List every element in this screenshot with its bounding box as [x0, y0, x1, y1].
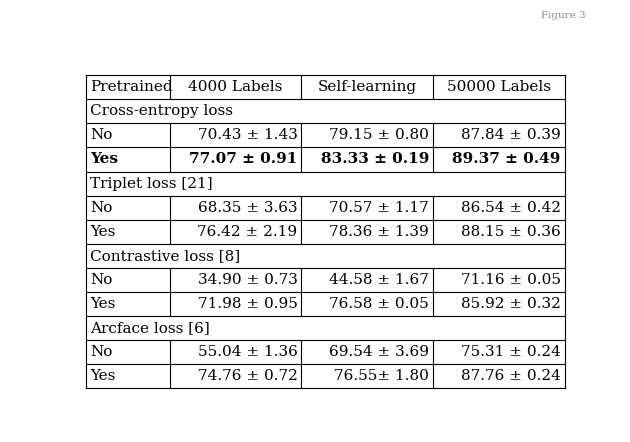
Text: 87.84 ± 0.39: 87.84 ± 0.39 — [461, 128, 561, 142]
Text: 44.58 ± 1.67: 44.58 ± 1.67 — [329, 273, 429, 287]
Text: 71.98 ± 0.95: 71.98 ± 0.95 — [198, 297, 297, 311]
Text: 88.15 ± 0.36: 88.15 ± 0.36 — [461, 225, 561, 239]
Text: Contrastive loss [8]: Contrastive loss [8] — [90, 249, 240, 263]
Text: No: No — [90, 273, 112, 287]
Text: 83.33 ± 0.19: 83.33 ± 0.19 — [321, 152, 429, 167]
Text: 71.16 ± 0.05: 71.16 ± 0.05 — [461, 273, 561, 287]
Text: 70.43 ± 1.43: 70.43 ± 1.43 — [198, 128, 297, 142]
Text: 50000 Labels: 50000 Labels — [447, 80, 551, 94]
Text: 78.36 ± 1.39: 78.36 ± 1.39 — [329, 225, 429, 239]
Text: Pretrained: Pretrained — [90, 80, 173, 94]
Text: 74.76 ± 0.72: 74.76 ± 0.72 — [198, 369, 297, 383]
Text: 55.04 ± 1.36: 55.04 ± 1.36 — [198, 345, 297, 359]
Text: Yes: Yes — [90, 297, 115, 311]
Text: Yes: Yes — [90, 152, 118, 167]
Text: No: No — [90, 128, 112, 142]
Text: 4000 Labels: 4000 Labels — [188, 80, 283, 94]
Text: No: No — [90, 345, 112, 359]
Text: 87.76 ± 0.24: 87.76 ± 0.24 — [461, 369, 561, 383]
Text: 86.54 ± 0.42: 86.54 ± 0.42 — [461, 201, 561, 215]
Text: 70.57 ± 1.17: 70.57 ± 1.17 — [329, 201, 429, 215]
Text: Triplet loss [21]: Triplet loss [21] — [90, 176, 212, 191]
Text: 85.92 ± 0.32: 85.92 ± 0.32 — [461, 297, 561, 311]
Text: No: No — [90, 201, 112, 215]
Text: Yes: Yes — [90, 225, 115, 239]
Text: 68.35 ± 3.63: 68.35 ± 3.63 — [198, 201, 297, 215]
Text: 89.37 ± 0.49: 89.37 ± 0.49 — [452, 152, 561, 167]
Text: 69.54 ± 3.69: 69.54 ± 3.69 — [329, 345, 429, 359]
Text: Self-learning: Self-learning — [318, 80, 417, 94]
Text: 77.07 ± 0.91: 77.07 ± 0.91 — [189, 152, 297, 167]
Text: 76.42 ± 2.19: 76.42 ± 2.19 — [197, 225, 297, 239]
Text: Cross-entropy loss: Cross-entropy loss — [90, 104, 233, 118]
Text: 34.90 ± 0.73: 34.90 ± 0.73 — [198, 273, 297, 287]
Text: Figure 3: Figure 3 — [541, 11, 586, 20]
Text: Yes: Yes — [90, 369, 115, 383]
Text: 79.15 ± 0.80: 79.15 ± 0.80 — [329, 128, 429, 142]
Text: Arcface loss [6]: Arcface loss [6] — [90, 321, 210, 335]
Text: 76.58 ± 0.05: 76.58 ± 0.05 — [329, 297, 429, 311]
Text: 76.55± 1.80: 76.55± 1.80 — [334, 369, 429, 383]
Text: 75.31 ± 0.24: 75.31 ± 0.24 — [461, 345, 561, 359]
